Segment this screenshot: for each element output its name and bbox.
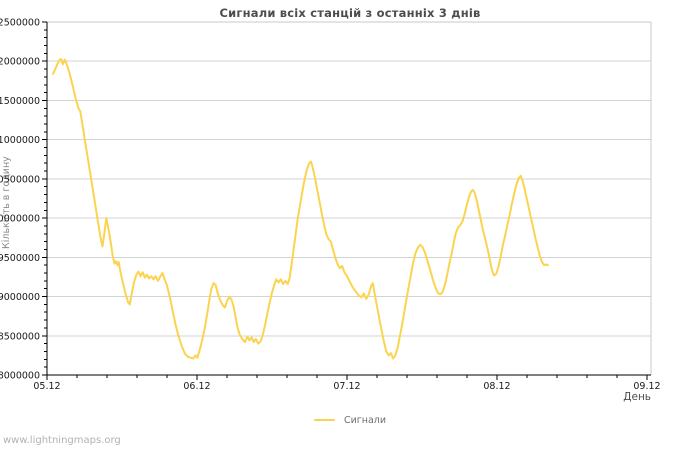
y-tick-label: 11500000: [0, 96, 40, 107]
chart-title: Сигнали всіх станцій з останніх 3 днів: [219, 6, 481, 20]
x-tick-label: 08.12: [483, 381, 510, 392]
y-tick-label: 12500000: [0, 18, 40, 29]
x-axis-title: День: [623, 391, 651, 403]
y-tick-label: 9000000: [0, 292, 40, 303]
x-tick-label: 05.12: [33, 381, 60, 392]
legend: Сигнали: [0, 413, 700, 427]
y-tick-label: 12000000: [0, 57, 40, 68]
x-tick-label: 09.12: [633, 381, 660, 392]
y-tick-label: 8000000: [0, 371, 40, 382]
y-tick-label: 8500000: [0, 331, 40, 342]
legend-label: Сигнали: [343, 414, 387, 426]
signals-line: [52, 57, 549, 360]
x-tick-label: 06.12: [183, 381, 210, 392]
y-tick-label: 9500000: [0, 253, 40, 264]
x-tick-label: 07.12: [333, 381, 360, 392]
legend-line-swatch: [313, 418, 335, 422]
y-tick-label: 11000000: [0, 135, 40, 146]
y-tick-label: 10000000: [0, 214, 40, 225]
y-tick-label: 10500000: [0, 174, 40, 185]
watermark: www.lightningmaps.org: [3, 435, 121, 446]
